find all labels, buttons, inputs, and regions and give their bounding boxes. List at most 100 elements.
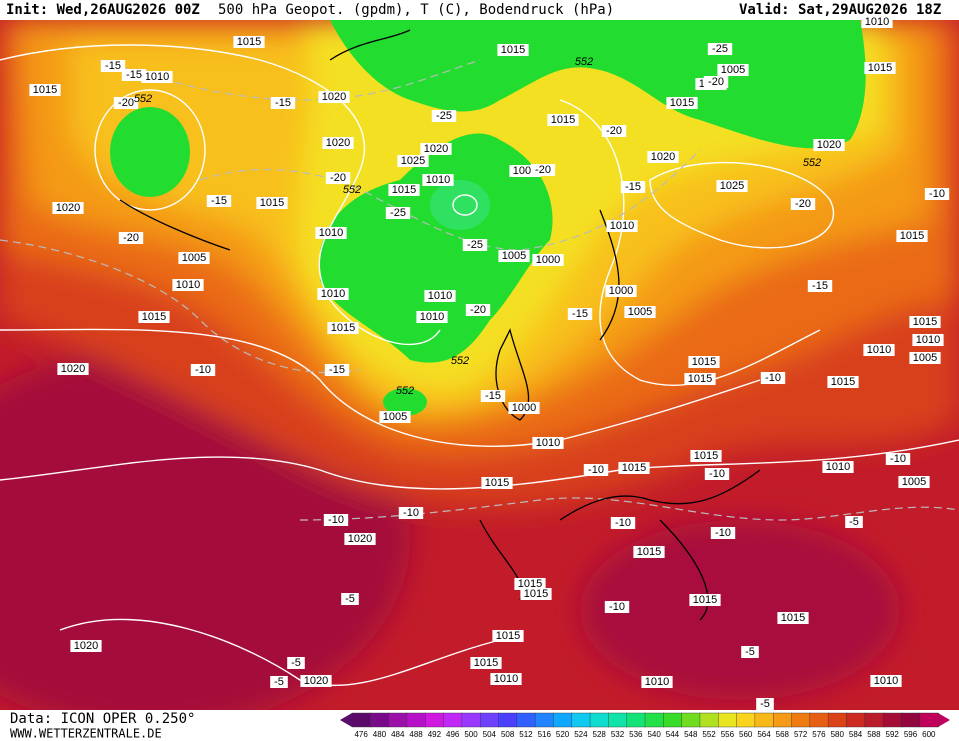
label-box xyxy=(514,578,546,590)
label-box xyxy=(666,97,698,109)
isobar-label: 1020 xyxy=(304,675,328,687)
label-box xyxy=(870,675,902,687)
label-box xyxy=(532,437,564,449)
isobar-label: 1015 xyxy=(496,630,520,642)
label-box xyxy=(827,376,859,388)
isobar-label: 1015 xyxy=(260,197,284,209)
legend-label: 532 xyxy=(611,730,625,739)
legend-swatch xyxy=(553,712,573,728)
isobar-label: 1005 xyxy=(902,476,926,488)
label-box xyxy=(641,676,673,688)
legend-label: 576 xyxy=(812,730,826,739)
temperature-label: -5 xyxy=(745,646,755,658)
isobar-label: 1015 xyxy=(485,477,509,489)
legend-swatch xyxy=(699,712,719,728)
temperature-label: -20 xyxy=(470,304,486,316)
isobar-label: 1010 xyxy=(428,290,452,302)
map-field xyxy=(0,20,959,730)
isobar-label: 1010 xyxy=(867,344,891,356)
label-box xyxy=(388,184,420,196)
temperature-label: -10 xyxy=(765,372,781,384)
isobar-label: 1015 xyxy=(670,97,694,109)
isobar-label: 1015 xyxy=(474,657,498,669)
label-box xyxy=(777,612,809,624)
isobar-label: 1025 xyxy=(720,180,744,192)
label-box xyxy=(422,174,454,186)
label-box xyxy=(398,507,424,519)
isobar-label: 1005 xyxy=(383,411,407,423)
legend-swatch xyxy=(370,712,390,728)
isobar-label: 1020 xyxy=(348,533,372,545)
label-box xyxy=(610,517,636,529)
label-box xyxy=(909,352,941,364)
legend-swatch xyxy=(498,712,518,728)
label-box xyxy=(431,110,457,122)
label-box xyxy=(845,516,863,528)
legend-swatch xyxy=(534,712,555,728)
legend-label: 556 xyxy=(721,730,735,739)
label-box xyxy=(896,230,928,242)
label-box xyxy=(465,304,491,316)
label-box xyxy=(327,322,359,334)
init-time: Init: Wed,26AUG2026 00Z xyxy=(6,2,200,18)
isobar-label: 1020 xyxy=(61,363,85,375)
temperature-label: -10 xyxy=(588,464,604,476)
legend-swatch xyxy=(754,712,774,728)
label-box xyxy=(885,453,911,465)
label-box xyxy=(703,76,729,88)
legend-label: 496 xyxy=(446,730,460,739)
label-box xyxy=(710,527,736,539)
label-box xyxy=(492,630,524,642)
legend-swatch xyxy=(882,712,903,728)
label-box xyxy=(424,290,456,302)
map-labels: 1015 1010 1015 1020 1015 1005 1010 1015 1015 1020… xyxy=(29,16,950,710)
label-box xyxy=(300,675,332,687)
label-box xyxy=(863,344,895,356)
label-box xyxy=(704,468,730,480)
label-box xyxy=(547,114,579,126)
legend-label: 480 xyxy=(373,730,387,739)
label-box xyxy=(813,139,845,151)
isobar-label: 1015 xyxy=(637,546,661,558)
header-bar xyxy=(0,0,959,20)
label-box xyxy=(583,464,609,476)
isobar-label: 1015 xyxy=(524,588,548,600)
legend-label: 484 xyxy=(391,730,405,739)
temperature-label: -10 xyxy=(609,601,625,613)
temperature-label: -25 xyxy=(467,239,483,251)
temperature-label: -5 xyxy=(849,516,859,528)
legend-label: 488 xyxy=(409,730,423,739)
legend-label: 500 xyxy=(464,730,478,739)
isobar-label: 1015 xyxy=(622,462,646,474)
legend-label: 492 xyxy=(428,730,442,739)
temperature-label: -10 xyxy=(709,468,725,480)
legend-label: 476 xyxy=(354,730,368,739)
temperature-label: -25 xyxy=(712,43,728,55)
isobar-label: 1010 xyxy=(426,174,450,186)
isobar-label: 1015 xyxy=(33,84,57,96)
isobar-label: 1020 xyxy=(56,202,80,214)
temperature-label: -5 xyxy=(760,698,770,710)
label-box xyxy=(689,594,721,606)
label-box xyxy=(864,62,896,74)
isobar-label: 1010 xyxy=(536,437,560,449)
isobar-label: 1010 xyxy=(874,675,898,687)
label-box xyxy=(498,250,530,262)
legend-swatch xyxy=(772,712,793,728)
label-box xyxy=(287,657,305,669)
site-name: WWW.WETTERZENTRALE.DE xyxy=(10,727,162,741)
temperature-label: -5 xyxy=(291,657,301,669)
isobar-label: 1010 xyxy=(865,16,889,28)
label-box xyxy=(909,316,941,328)
legend-swatch xyxy=(516,712,536,728)
isobar-label: 1020 xyxy=(817,139,841,151)
isobar-label: 1015 xyxy=(142,311,166,323)
isobar-label: 1020 xyxy=(424,143,448,155)
isobar-label: 1015 xyxy=(913,316,937,328)
legend-swatch xyxy=(736,712,756,728)
isobar-label: 1020 xyxy=(322,91,346,103)
isobar-label: 1015 xyxy=(831,376,855,388)
geopotential-label: 552 xyxy=(396,385,414,397)
legend-swatch xyxy=(827,712,848,728)
